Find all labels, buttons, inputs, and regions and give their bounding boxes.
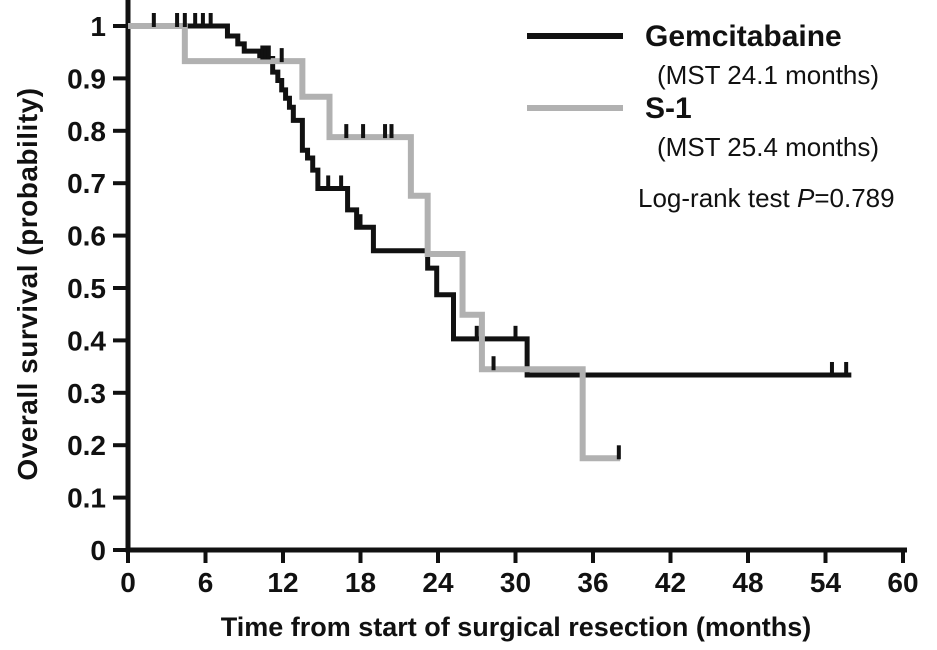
logrank-value: =0.789 [814,183,895,213]
y-tick-label: 0.3 [67,378,106,409]
x-tick-label: 42 [655,567,686,598]
x-tick-label: 54 [810,567,842,598]
x-tick-label: 12 [267,567,298,598]
y-tick-label: 1 [90,11,106,42]
x-tick-label: 6 [198,567,214,598]
y-tick-label: 0.1 [67,483,106,514]
y-tick-label: 0 [90,535,106,566]
survival-curve-gemcitabaine [128,23,852,378]
y-axis-title: Overall survival (probability) [12,87,43,481]
x-tick-label: 30 [500,567,531,598]
y-tick-label: 0.7 [67,168,106,199]
y-tick-label: 0.4 [67,325,106,356]
logrank-p-symbol: P [796,183,815,213]
x-tick-label: 24 [422,567,454,598]
x-tick-label: 18 [345,567,376,598]
y-tick-label: 0.8 [67,116,106,147]
legend-label-s1: S-1 [645,92,692,125]
y-tick-label: 0.2 [67,430,106,461]
x-tick-label: 36 [577,567,608,598]
legend-line-sample-gemcitabaine [527,33,623,39]
legend-mst-gemcitabaine: (MST 24.1 months) [657,60,880,90]
logrank-text: Log-rank test [638,183,797,213]
x-axis-title: Time from start of surgical resection (m… [220,612,812,642]
logrank-annotation: Log-rank test P=0.789 [638,183,895,214]
y-tick-label: 0.5 [67,273,106,304]
legend-mst-s1: (MST 25.4 months) [657,132,880,162]
y-tick-label: 0.6 [67,221,106,252]
y-tick-label: 0.9 [67,63,106,94]
x-tick-label: 48 [732,567,763,598]
legend-label-gemcitabaine: Gemcitabaine [645,20,842,53]
legend-line-sample-s1 [527,105,623,111]
x-tick-label: 60 [887,567,918,598]
x-tick-label: 0 [120,567,136,598]
